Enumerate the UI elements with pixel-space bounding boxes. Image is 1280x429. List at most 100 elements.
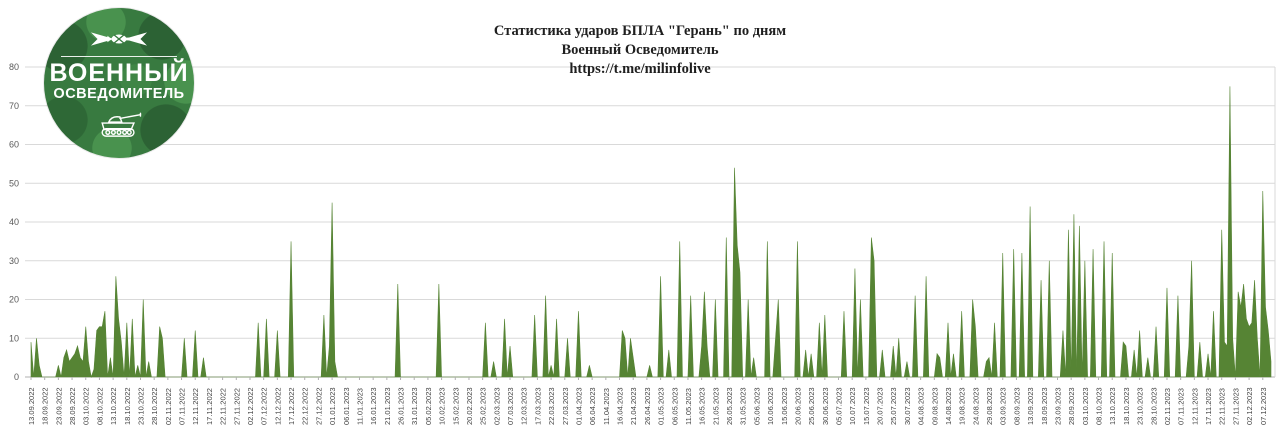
y-tick-label: 80 bbox=[9, 62, 19, 72]
x-tick-label: 07.11.2023 bbox=[1177, 388, 1186, 425]
x-tick-label: 08.10.2022 bbox=[95, 387, 104, 425]
x-tick-label: 28.10.2022 bbox=[150, 387, 159, 425]
x-tick-label: 01.05.2023 bbox=[657, 387, 666, 425]
x-tick-label: 27.11.2022 bbox=[232, 388, 241, 425]
x-tick-label: 18.09.2022 bbox=[41, 387, 50, 425]
x-tick-label: 17.11.2023 bbox=[1204, 388, 1213, 425]
x-tick-label: 20.02.2023 bbox=[465, 387, 474, 425]
x-tick-label: 29.08.2023 bbox=[985, 387, 994, 425]
x-tick-label: 03.10.2022 bbox=[82, 387, 91, 425]
x-tick-label: 01.04.2023 bbox=[574, 387, 583, 425]
x-tick-label: 26.05.2023 bbox=[725, 387, 734, 425]
x-tick-label: 28.09.2022 bbox=[68, 387, 77, 425]
x-tick-label: 13.10.2023 bbox=[1108, 387, 1117, 425]
x-tick-label: 09.08.2023 bbox=[930, 387, 939, 425]
x-tick-label: 06.01.2023 bbox=[342, 387, 351, 425]
x-tick-label: 12.11.2023 bbox=[1190, 388, 1199, 425]
x-tick-label: 02.12.2023 bbox=[1245, 387, 1254, 425]
y-tick-label: 30 bbox=[9, 256, 19, 266]
x-tick-label: 05.02.2023 bbox=[424, 387, 433, 425]
x-tick-label: 23.10.2022 bbox=[136, 387, 145, 425]
x-tick-label: 30.07.2023 bbox=[903, 387, 912, 425]
x-tick-label: 21.05.2023 bbox=[711, 387, 720, 425]
x-tick-label: 02.11.2023 bbox=[1163, 388, 1172, 425]
chart-header: Статистика ударов БПЛА "Герань" по дням … bbox=[0, 22, 1280, 79]
x-tick-label: 15.02.2023 bbox=[451, 387, 460, 425]
x-tick-label: 13.09.2022 bbox=[27, 387, 36, 425]
y-tick-label: 60 bbox=[9, 140, 19, 150]
chart-title: Статистика ударов БПЛА "Герань" по дням bbox=[493, 23, 787, 39]
x-tick-label: 27.11.2023 bbox=[1231, 388, 1240, 425]
logo-divider bbox=[61, 56, 177, 58]
x-tick-label: 26.01.2023 bbox=[397, 387, 406, 425]
x-tick-label: 12.03.2023 bbox=[520, 387, 529, 425]
winged-missile-icon bbox=[90, 32, 148, 46]
x-tick-label: 23.09.2023 bbox=[1053, 387, 1062, 425]
y-tick-label: 70 bbox=[9, 101, 19, 111]
x-tick-label: 16.04.2023 bbox=[616, 387, 625, 425]
x-tick-label: 11.04.2023 bbox=[602, 388, 611, 425]
x-tick-label: 23.10.2023 bbox=[1136, 387, 1145, 425]
y-tick-label: 20 bbox=[9, 295, 19, 305]
tank-icon bbox=[101, 112, 142, 137]
x-tick-label: 08.09.2023 bbox=[1012, 387, 1021, 425]
x-tick-label: 17.12.2022 bbox=[287, 387, 296, 425]
x-tick-label: 22.11.2023 bbox=[1218, 388, 1227, 425]
x-tick-label: 01.01.2023 bbox=[328, 387, 337, 425]
x-tick-label: 06.04.2023 bbox=[588, 387, 597, 425]
x-tick-label: 04.08.2023 bbox=[917, 387, 926, 425]
x-tick-label: 22.12.2022 bbox=[301, 387, 310, 425]
y-tick-label: 10 bbox=[9, 333, 19, 343]
x-tick-label: 18.10.2023 bbox=[1122, 387, 1131, 425]
x-tick-label: 03.10.2023 bbox=[1081, 387, 1090, 425]
logo-title: ВОЕННЫЙ bbox=[49, 59, 189, 88]
channel-logo: ВОЕННЫЙ ОСВЕДОМИТЕЛЬ bbox=[44, 8, 194, 158]
x-tick-label: 13.09.2023 bbox=[1026, 387, 1035, 425]
x-tick-label: 25.07.2023 bbox=[889, 387, 898, 425]
x-tick-label: 17.03.2023 bbox=[533, 387, 542, 425]
x-tick-label: 20.06.2023 bbox=[793, 387, 802, 425]
x-tick-label: 05.07.2023 bbox=[835, 387, 844, 425]
x-tick-label: 24.08.2023 bbox=[971, 387, 980, 425]
x-tick-label: 07.12.2023 bbox=[1259, 387, 1268, 425]
x-tick-label: 19.08.2023 bbox=[958, 387, 967, 425]
x-tick-label: 22.11.2022 bbox=[219, 388, 228, 425]
x-tick-label: 28.10.2023 bbox=[1149, 387, 1158, 425]
x-tick-label: 20.07.2023 bbox=[876, 387, 885, 425]
x-tick-label: 07.11.2022 bbox=[178, 388, 187, 425]
x-tick-label: 06.05.2023 bbox=[670, 387, 679, 425]
x-tick-label: 22.03.2023 bbox=[547, 387, 556, 425]
x-tick-label: 27.12.2022 bbox=[314, 387, 323, 425]
x-tick-label: 17.11.2022 bbox=[205, 388, 214, 425]
x-tick-label: 10.07.2023 bbox=[848, 387, 857, 425]
x-tick-label: 30.06.2023 bbox=[821, 387, 830, 425]
logo-subtitle: ОСВЕДОМИТЕЛЬ bbox=[53, 86, 185, 103]
x-tick-label: 07.03.2023 bbox=[506, 387, 515, 425]
x-tick-label: 03.09.2023 bbox=[999, 387, 1008, 425]
area-series bbox=[30, 86, 1272, 379]
x-tick-label: 07.12.2022 bbox=[260, 387, 269, 425]
x-tick-label: 10.06.2023 bbox=[766, 387, 775, 425]
x-tick-label: 21.04.2023 bbox=[629, 387, 638, 425]
x-tick-label: 31.01.2023 bbox=[410, 387, 419, 425]
y-tick-label: 50 bbox=[9, 178, 19, 188]
x-tick-label: 11.05.2023 bbox=[684, 388, 693, 425]
x-tick-label: 16.05.2023 bbox=[698, 387, 707, 425]
x-tick-label: 02.03.2023 bbox=[492, 387, 501, 425]
x-tick-label: 23.09.2022 bbox=[54, 387, 63, 425]
x-tick-label: 16.01.2023 bbox=[369, 387, 378, 425]
x-tick-label: 27.03.2023 bbox=[561, 387, 570, 425]
x-tick-label: 12.11.2022 bbox=[191, 388, 200, 425]
y-tick-label: 0 bbox=[14, 372, 19, 382]
x-tick-label: 18.09.2023 bbox=[1040, 387, 1049, 425]
x-tick-label: 11.01.2023 bbox=[355, 388, 364, 425]
x-tick-label: 08.10.2023 bbox=[1095, 387, 1104, 425]
y-tick-label: 40 bbox=[9, 217, 19, 227]
x-tick-label: 28.09.2023 bbox=[1067, 387, 1076, 425]
x-tick-label: 25.06.2023 bbox=[807, 387, 816, 425]
x-tick-label: 26.04.2023 bbox=[643, 387, 652, 425]
x-tick-label: 12.12.2022 bbox=[273, 387, 282, 425]
x-tick-label: 18.10.2022 bbox=[123, 387, 132, 425]
